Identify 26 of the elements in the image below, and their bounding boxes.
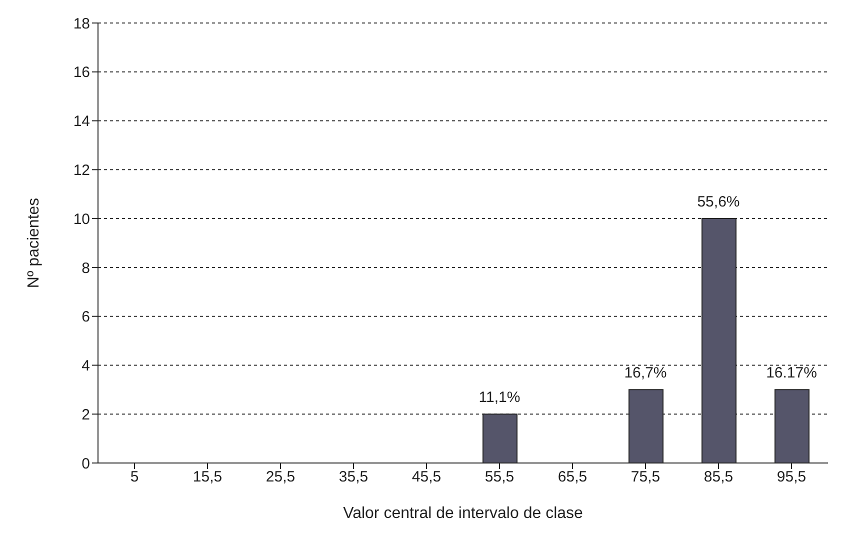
y-tick-label: 4 xyxy=(82,358,90,375)
annotation: 11,1% xyxy=(478,389,520,406)
y-tick-label: 16 xyxy=(73,64,90,82)
x-tick-label: 65,5 xyxy=(558,468,588,486)
y-tick-label: 2 xyxy=(82,406,90,424)
y-tick-label: 6 xyxy=(82,308,90,326)
y-tick-label: 12 xyxy=(73,162,90,179)
y-tick-label: 0 xyxy=(82,455,90,472)
x-tick-label: 75,5 xyxy=(630,468,660,486)
y-tick-label: 8 xyxy=(82,260,90,277)
x-tick-label: 45,5 xyxy=(412,468,442,486)
y-axis-title: Nº pacientes xyxy=(26,198,43,288)
x-tick-label: 5 xyxy=(130,468,139,486)
x-tick-label: 55,5 xyxy=(484,468,514,486)
x-tick-label: 95,5 xyxy=(776,468,806,486)
x-tick-label: 15,5 xyxy=(192,468,222,486)
x-tick-label: 35,5 xyxy=(338,468,368,486)
x-tick-label: 25,5 xyxy=(266,468,296,486)
x-tick-label: 85,5 xyxy=(704,468,734,486)
y-tick-label: 18 xyxy=(73,15,90,32)
x-axis-title: Valor central de intervalo de clase xyxy=(343,505,584,522)
y-tick-label: 14 xyxy=(73,113,90,130)
annotation: 16,7% xyxy=(624,364,667,382)
annotation: 16.17% xyxy=(766,364,817,382)
y-tick-label: 10 xyxy=(73,210,90,228)
annotation: 55,6% xyxy=(697,194,740,211)
